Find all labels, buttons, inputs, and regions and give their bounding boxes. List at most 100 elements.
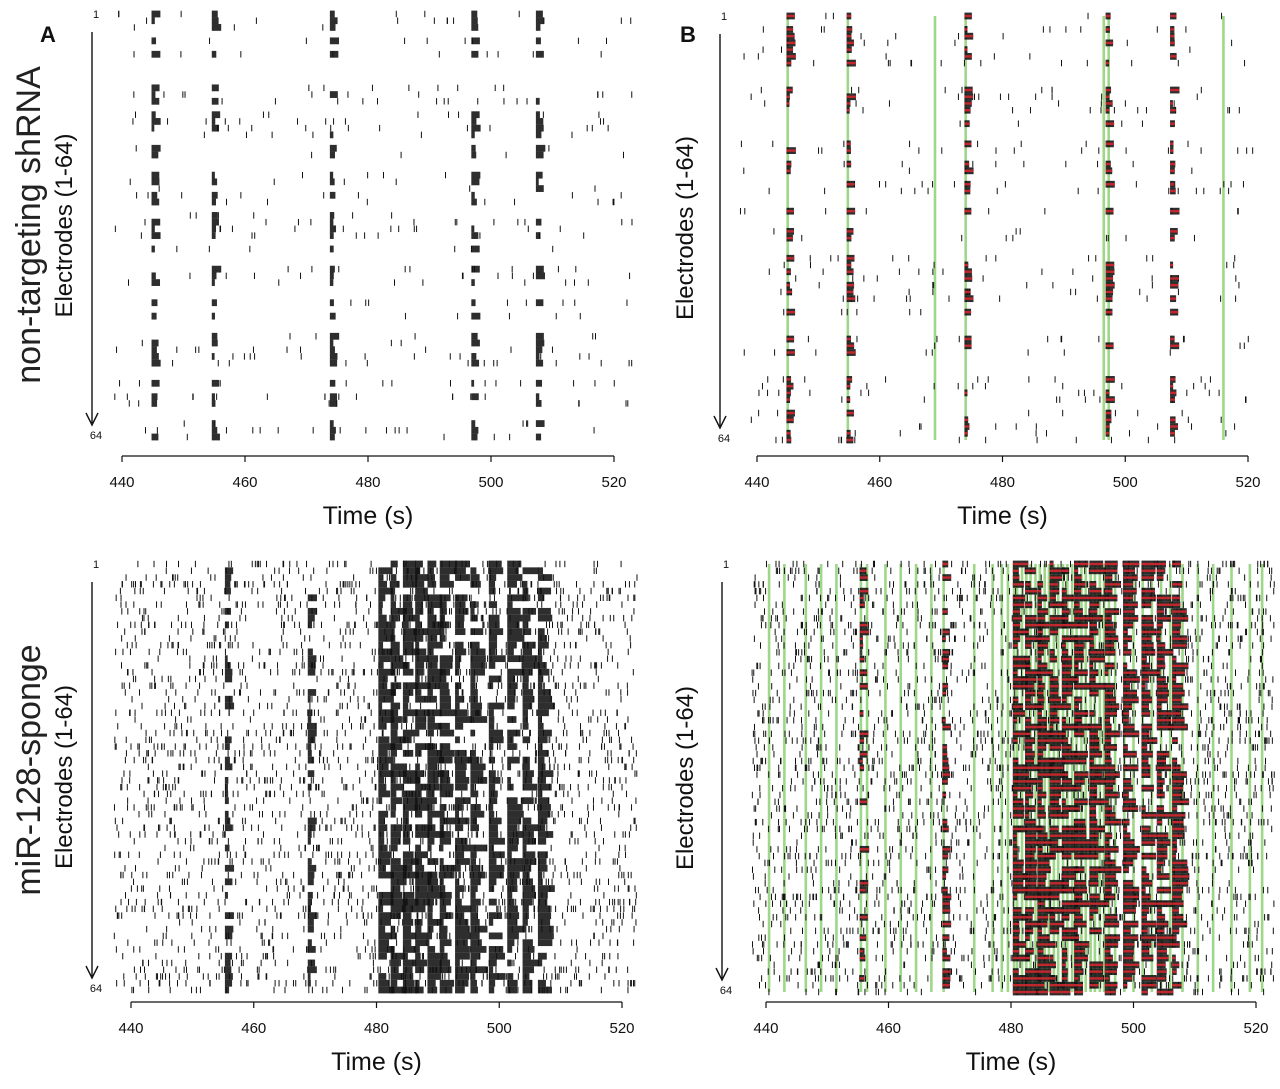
burst	[390, 925, 395, 933]
network-burst-mark	[865, 564, 869, 992]
burst	[378, 587, 393, 595]
burst	[455, 905, 472, 913]
burst	[471, 198, 477, 206]
burst-mark	[964, 432, 968, 435]
burst	[427, 932, 433, 940]
network-burst-mark	[1000, 564, 1004, 992]
burst	[390, 905, 406, 913]
burst	[439, 580, 454, 588]
burst	[522, 709, 528, 717]
network-burst-mark	[1211, 564, 1215, 992]
burst	[402, 662, 410, 669]
burst-mark	[1105, 418, 1112, 422]
electrode-row	[743, 167, 1193, 175]
burst-mark	[786, 270, 791, 273]
burst	[402, 946, 416, 953]
burst	[390, 634, 396, 642]
burst	[427, 858, 439, 865]
burst	[439, 689, 450, 696]
burst	[378, 749, 388, 757]
burst	[378, 946, 395, 953]
burst	[415, 797, 428, 805]
burst	[390, 729, 398, 737]
burst	[455, 973, 470, 980]
burst	[439, 905, 447, 913]
burst	[427, 567, 434, 575]
burst	[439, 628, 445, 636]
burst	[488, 885, 495, 892]
burst	[390, 973, 405, 980]
burst	[427, 776, 439, 784]
burst	[439, 871, 454, 879]
burst	[390, 574, 397, 581]
burst	[415, 628, 429, 636]
burst-mark	[1105, 209, 1114, 213]
electrode-row	[157, 655, 613, 663]
burst	[439, 790, 454, 798]
electrode-row	[773, 227, 1178, 235]
burst	[522, 689, 534, 696]
burst-mark	[1105, 344, 1114, 347]
electrode-row	[125, 574, 638, 581]
burst	[390, 776, 396, 784]
burst	[535, 232, 541, 239]
burst	[151, 272, 156, 280]
burst	[390, 607, 407, 615]
electrode-row	[113, 804, 633, 811]
burst-mark	[786, 41, 796, 45]
burst	[224, 966, 232, 974]
burst	[507, 580, 517, 588]
electrode-row	[151, 37, 608, 45]
burst	[455, 864, 461, 872]
electrode-row	[117, 621, 626, 629]
burst-mark	[1170, 236, 1175, 240]
burst	[427, 594, 443, 602]
burst	[390, 648, 400, 656]
burst	[507, 891, 513, 899]
burst	[488, 567, 504, 575]
electrode-row	[786, 160, 1176, 168]
burst	[488, 878, 497, 886]
burst	[439, 864, 456, 872]
burst	[537, 709, 549, 717]
burst-mark	[786, 209, 794, 213]
burst-mark	[1105, 277, 1114, 280]
x-tick-label: 480	[355, 474, 380, 491]
burst	[151, 339, 159, 347]
burst-mark	[1105, 88, 1112, 92]
burst	[470, 858, 477, 865]
burst-mark	[786, 95, 790, 98]
burst	[415, 925, 422, 933]
burst	[507, 560, 522, 568]
burst-mark	[786, 149, 796, 152]
burst	[470, 979, 477, 987]
electrode-row	[786, 234, 1195, 242]
burst	[415, 905, 426, 913]
electrode-row	[151, 151, 625, 159]
x-tick-label: 500	[1113, 474, 1138, 491]
burst	[151, 225, 155, 233]
burst	[378, 743, 396, 750]
burst	[307, 898, 312, 906]
burst	[427, 641, 443, 649]
burst	[211, 97, 219, 105]
burst	[224, 675, 233, 683]
burst	[507, 837, 519, 845]
burst	[211, 198, 216, 206]
burst	[402, 837, 411, 845]
burst	[470, 601, 477, 608]
burst	[427, 885, 440, 892]
burst	[402, 567, 420, 575]
electrode-row	[151, 299, 628, 307]
burst	[427, 756, 444, 764]
burst	[151, 191, 158, 199]
electrode-row	[144, 426, 595, 434]
burst-mark	[1170, 398, 1175, 401]
burst	[402, 810, 409, 818]
burst-mark	[786, 378, 792, 381]
burst	[522, 925, 527, 933]
burst	[471, 232, 479, 239]
burst	[507, 655, 524, 663]
burst	[427, 668, 443, 676]
